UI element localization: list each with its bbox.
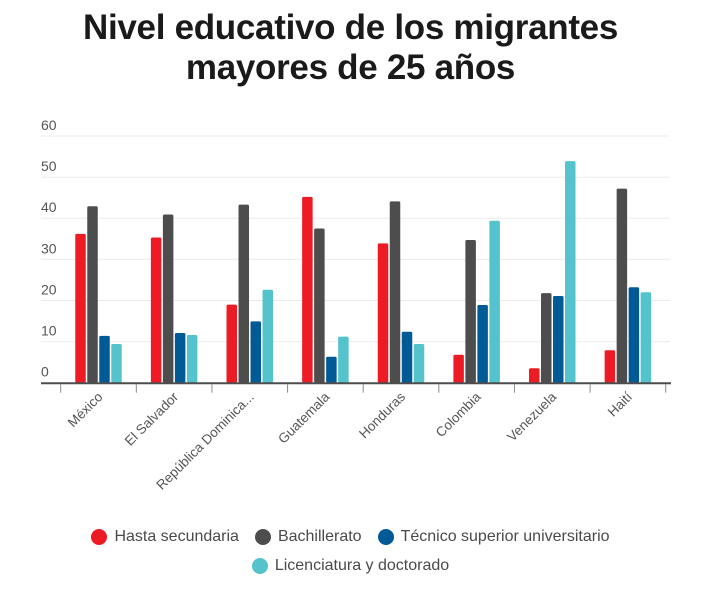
bar-venezuela-licenciatura-y-doctorado: Venezuela — Licenciatura y doctorado: 53… (565, 161, 576, 383)
legend-item-tecnico-superior[interactable]: Técnico superior universitario (377, 527, 610, 546)
bar-mexico-licenciatura-y-doctorado: México — Licenciatura y doctorado: 9.4 (111, 344, 122, 383)
legend-label: Bachillerato (277, 527, 362, 545)
gridlines (41, 135, 670, 343)
legend-row-2: Licenciatura y doctorado (0, 551, 701, 580)
bar-guatemala-hasta-secundaria: Guatemala — Hasta secundaria: 45.2 (302, 196, 313, 383)
bar-el-salvador-licenciatura-y-doctorado: El Salvador — Licenciatura y doctorado: … (186, 335, 198, 383)
legend-swatch-bachillerato (254, 528, 271, 545)
bar-haiti-hasta-secundaria: Haití — Hasta secundaria: 7.9 (604, 350, 616, 383)
x-tick-label-mexico: México (65, 389, 106, 430)
bar-colombia-hasta-secundaria: Colombia — Hasta secundaria: 6.8 (453, 354, 464, 383)
legend-item-hasta-secundaria[interactable]: Hasta secundaria (91, 528, 239, 546)
bar-mexico-hasta-secundaria: México — Hasta secundaria: 36.2 (75, 233, 86, 383)
bar-haiti-licenciatura-y-doctorado: Haití — Licenciatura y doctorado: 22 (640, 292, 652, 383)
bar-colombia-bachillerato: Colombia — Bachillerato: 34.7 (465, 240, 476, 383)
legend-label: Técnico superior universitario (400, 527, 610, 545)
y-tick-label-30: 30 (41, 240, 57, 256)
legend-row-1: Hasta secundaria Bachillerato Técnico su… (0, 522, 701, 551)
bar-honduras-hasta-secundaria: Honduras — Hasta secundaria: 33.9 (377, 243, 389, 383)
y-axis-tick-labels: 0 10 20 30 40 50 60 (41, 117, 57, 380)
legend-label: Hasta secundaria (114, 527, 239, 545)
x-tick-label-honduras: Honduras (356, 389, 408, 441)
bar-el-salvador-bachillerato: El Salvador — Bachillerato: 40.9 (162, 214, 174, 383)
bar-republica-dominica-licenciatura-y-doctorado: República Dominica... — Licenciatura y d… (262, 289, 274, 383)
bar-republica-dominica-hasta-secundaria: República Dominica... — Hasta secundaria… (226, 304, 238, 383)
bar-el-salvador-hasta-secundaria: El Salvador — Hasta secundaria: 35.3 (150, 237, 162, 383)
chart-title-line-2: mayores de 25 años (185, 48, 516, 87)
bar-haiti-tecnico-superior-universitario: Haití — Técnico superior universitario: … (628, 287, 640, 383)
x-tick-label-venezuela: Venezuela (504, 389, 560, 445)
x-axis (41, 382, 671, 393)
bar-venezuela-hasta-secundaria: Venezuela — Hasta secundaria: 3.5 (529, 368, 540, 383)
legend-swatch-licenciatura (251, 557, 268, 574)
bar-honduras-licenciatura-y-doctorado: Honduras — Licenciatura y doctorado: 9.4 (413, 344, 425, 383)
x-tick-label-colombia: Colombia (433, 389, 484, 440)
bar-colombia-tecnico-superior-universitario: Colombia — Técnico superior universitari… (477, 304, 488, 383)
bar-group-haiti: Haití — Hasta secundaria: 7.9Haití — Bac… (604, 188, 652, 383)
bar-guatemala-bachillerato: Guatemala — Bachillerato: 37.5 (314, 228, 325, 383)
bar-honduras-tecnico-superior-universitario: Honduras — Técnico superior universitari… (401, 331, 413, 383)
bar-guatemala-tecnico-superior-universitario: Guatemala — Técnico superior universitar… (326, 356, 337, 383)
bar-honduras-bachillerato: Honduras — Bachillerato: 44.1 (389, 201, 401, 383)
y-tick-label-0: 0 (41, 364, 49, 380)
bar-mexico-bachillerato: México — Bachillerato: 42.9 (87, 206, 98, 383)
bars: México — Hasta secundaria: 36.2México — … (75, 161, 652, 383)
chart-title-line-1: Nivel educativo de los migrantes (82, 8, 619, 47)
bar-haiti-bachillerato: Haití — Bachillerato: 47.2 (616, 188, 628, 383)
legend-swatch-hasta-secundaria (91, 528, 108, 545)
chart-title: Nivel educativo de los migrantes mayores… (0, 8, 701, 88)
x-tick-label-haiti: Haití (605, 389, 635, 419)
bar-group-mexico: México — Hasta secundaria: 36.2México — … (75, 206, 122, 383)
legend-swatch-tecnico-superior (377, 528, 394, 545)
bar-group-honduras: Honduras — Hasta secundaria: 33.9Hondura… (377, 201, 425, 383)
bar-group-el-salvador: El Salvador — Hasta secundaria: 35.3El S… (150, 214, 198, 383)
bar-group-colombia: Colombia — Hasta secundaria: 6.8Colombia… (453, 220, 500, 383)
x-tick-label-el-salvador: El Salvador (122, 389, 182, 449)
bar-mexico-tecnico-superior-universitario: México — Técnico superior universitario:… (99, 335, 110, 383)
x-tick-label-guatemala: Guatemala (275, 389, 333, 447)
bar-guatemala-licenciatura-y-doctorado: Guatemala — Licenciatura y doctorado: 11… (338, 336, 349, 383)
bar-republica-dominica-tecnico-superior-universitario: República Dominica... — Técnico superior… (250, 321, 262, 383)
y-tick-label-40: 40 (41, 199, 57, 215)
y-tick-label-60: 60 (41, 117, 57, 133)
bar-el-salvador-tecnico-superior-universitario: El Salvador — Técnico superior universit… (174, 332, 186, 383)
bar-venezuela-tecnico-superior-universitario: Venezuela — Técnico superior universitar… (553, 295, 564, 383)
legend: Hasta secundaria Bachillerato Técnico su… (0, 522, 701, 580)
bar-group-republica-dominica: República Dominica... — Hasta secundaria… (226, 204, 274, 383)
bar-republica-dominica-bachillerato: República Dominica... — Bachillerato: 43… (238, 204, 250, 383)
bar-group-guatemala: Guatemala — Hasta secundaria: 45.2Guatem… (302, 196, 349, 383)
y-tick-label-50: 50 (41, 158, 57, 174)
bar-colombia-licenciatura-y-doctorado: Colombia — Licenciatura y doctorado: 39.… (489, 220, 500, 383)
legend-item-bachillerato[interactable]: Bachillerato (254, 527, 362, 546)
bar-venezuela-bachillerato: Venezuela — Bachillerato: 21.8 (541, 293, 552, 383)
y-tick-label-20: 20 (41, 281, 57, 297)
legend-label: Licenciatura y doctorado (274, 556, 450, 574)
legend-item-licenciatura[interactable]: Licenciatura y doctorado (251, 556, 450, 575)
bar-group-venezuela: Venezuela — Hasta secundaria: 3.5Venezue… (529, 161, 576, 383)
y-tick-label-10: 10 (41, 323, 57, 339)
bar-chart: 0 10 20 30 40 50 60 México — Hasta secundaria:… (41, 117, 671, 493)
